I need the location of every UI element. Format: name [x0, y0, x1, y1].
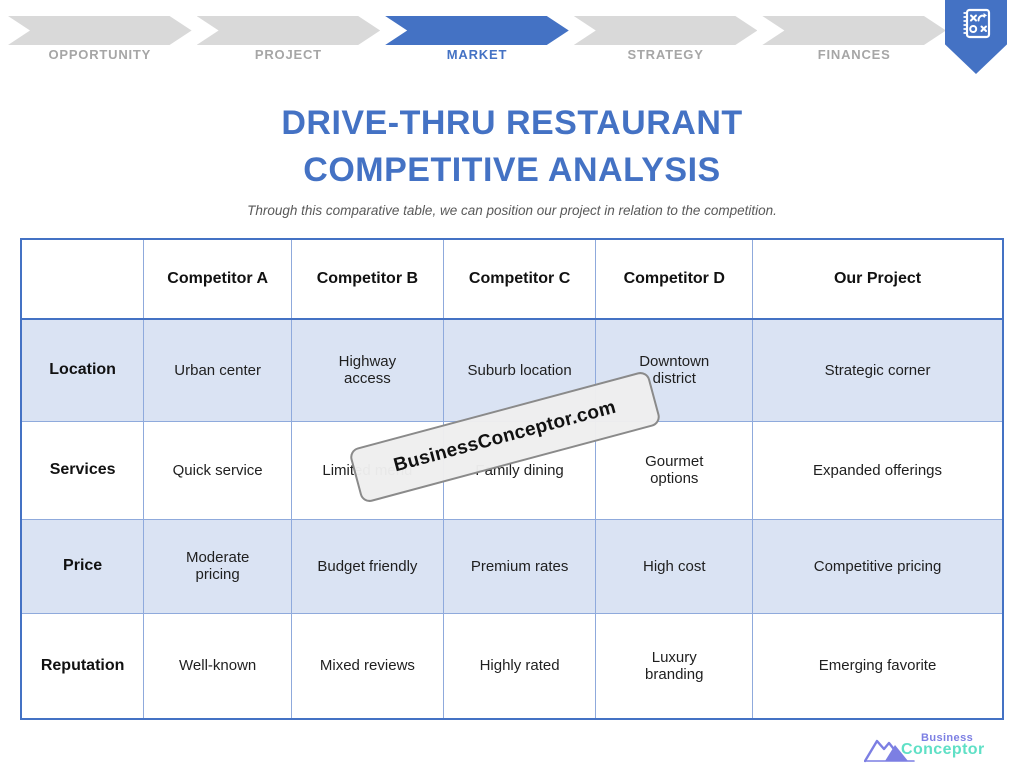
page-subtitle: Through this comparative table, we can p…: [247, 203, 777, 218]
cell-price-our-project: Competitive pricing: [752, 518, 1004, 614]
table-row-reputation: Reputation Well-known Mixed reviews High…: [20, 612, 1004, 720]
col-header-competitor-c: Competitor C: [442, 238, 597, 320]
col-header-competitor-a: Competitor A: [143, 238, 293, 320]
row-label-location: Location: [20, 318, 145, 422]
process-nav: [8, 16, 946, 45]
nav-step-project[interactable]: [197, 16, 381, 45]
cell-reputation-our-project: Emerging favorite: [752, 612, 1004, 720]
cell-price-competitor-a: Moderate pricing: [143, 518, 293, 614]
cell-location-competitor-b: Highway access: [291, 318, 444, 422]
competitive-analysis-table: Competitor A Competitor B Competitor C C…: [20, 238, 1004, 720]
cell-reputation-competitor-d: Luxury branding: [595, 612, 754, 720]
page-title-line2: COMPETITIVE ANALYSIS: [303, 150, 721, 189]
cell-location-our-project: Strategic corner: [752, 318, 1004, 422]
brand-logo: Business Conceptor: [864, 731, 989, 765]
nav-step-finances[interactable]: [762, 16, 946, 45]
corner-cell: [20, 238, 145, 320]
nav-label-finances[interactable]: FINANCES: [817, 47, 891, 62]
nav-step-market[interactable]: [385, 16, 569, 45]
col-header-competitor-d: Competitor D: [595, 238, 754, 320]
cell-reputation-competitor-b: Mixed reviews: [291, 612, 444, 720]
cell-price-competitor-b: Budget friendly: [291, 518, 444, 614]
cell-location-competitor-a: Urban center: [143, 318, 293, 422]
nav-label-project[interactable]: PROJECT: [254, 47, 322, 62]
nav-label-opportunity[interactable]: OPPORTUNITY: [48, 47, 152, 62]
page-title-line1: DRIVE-THRU RESTAURANT: [281, 104, 743, 142]
col-header-our-project: Our Project: [752, 238, 1004, 320]
brand-name-line2: Conceptor: [901, 741, 985, 758]
cell-reputation-competitor-c: Highly rated: [442, 612, 597, 720]
cell-location-competitor-d: Downtown district: [595, 318, 754, 422]
cell-price-competitor-c: Premium rates: [442, 518, 597, 614]
table-row-location: Location Urban center Highway access Sub…: [20, 318, 1004, 422]
process-nav-labels: OPPORTUNITY PROJECT MARKET STRATEGY FINA…: [8, 47, 946, 62]
nav-label-strategy[interactable]: STRATEGY: [627, 47, 704, 62]
cell-services-competitor-d: Gourmet options: [595, 420, 754, 520]
brand-name-line1: Business: [921, 732, 974, 744]
cell-services-our-project: Expanded offerings: [752, 420, 1004, 520]
cell-reputation-competitor-a: Well-known: [143, 612, 293, 720]
page-title: DRIVE-THRU RESTAURANT COMPETITIVE ANALYS…: [0, 100, 1024, 194]
col-header-competitor-b: Competitor B: [291, 238, 444, 320]
cell-price-competitor-d: High cost: [595, 518, 754, 614]
strategy-pennant-badge: [945, 0, 1007, 74]
table-row-price: Price Moderate pricing Budget friendly P…: [20, 518, 1004, 614]
nav-step-strategy[interactable]: [574, 16, 758, 45]
nav-step-opportunity[interactable]: [8, 16, 192, 45]
nav-label-market[interactable]: MARKET: [446, 47, 508, 62]
cell-services-competitor-a: Quick service: [143, 420, 293, 520]
row-label-services: Services: [20, 420, 145, 520]
row-label-price: Price: [20, 518, 145, 614]
row-label-reputation: Reputation: [20, 612, 145, 720]
table-header-row: Competitor A Competitor B Competitor C C…: [20, 238, 1004, 320]
